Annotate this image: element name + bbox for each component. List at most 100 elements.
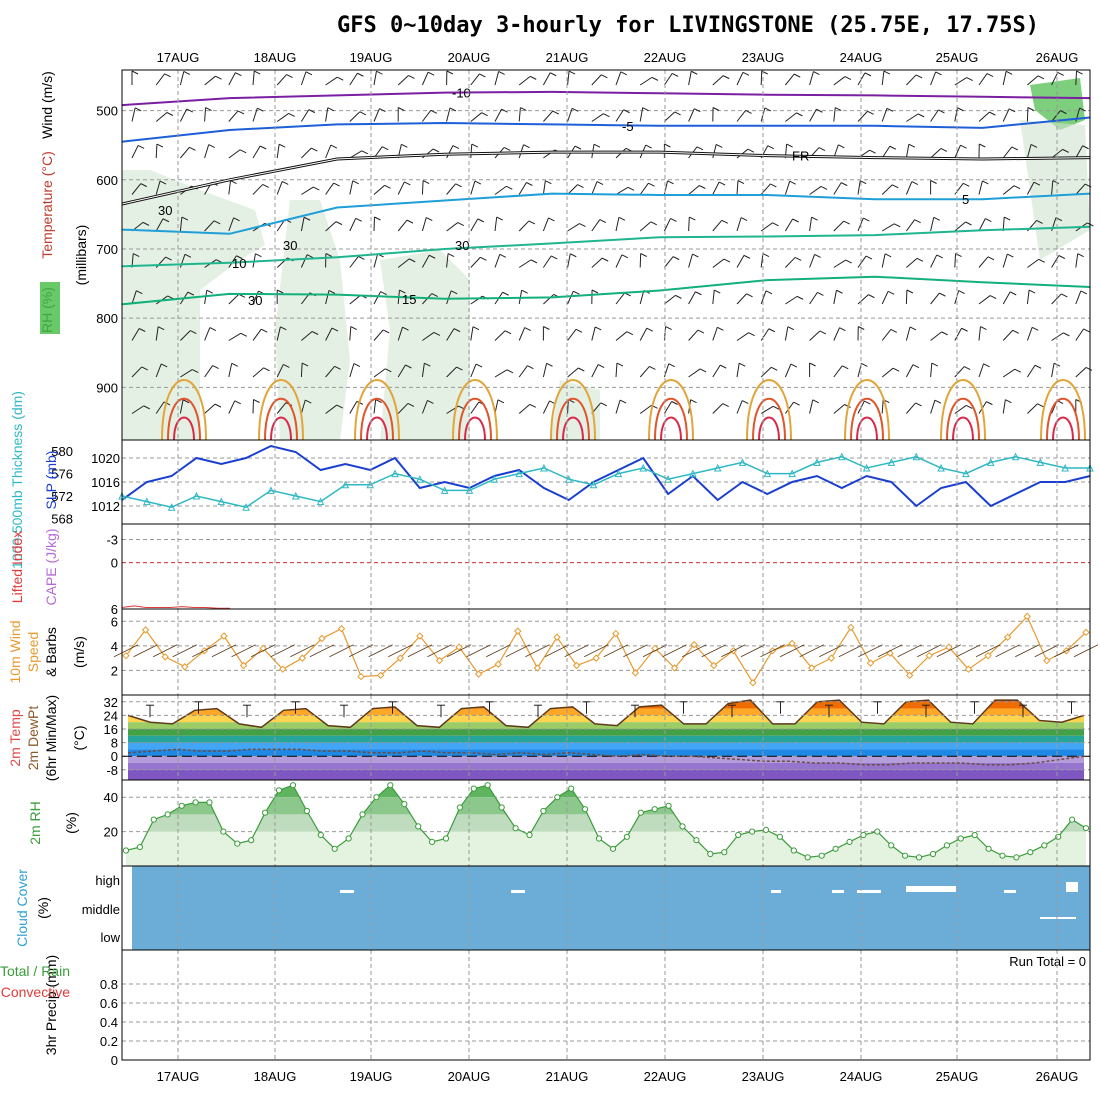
wind-barb: [397, 181, 405, 195]
wind-barb-flag: [382, 146, 389, 151]
wind-barb-10m: [388, 644, 413, 658]
wind-barb-flag: [399, 289, 406, 294]
wind-barb: [1002, 329, 1014, 341]
thickness-marker: [217, 497, 226, 506]
wind-barb-flag: [457, 222, 465, 227]
wind-barb-flag: [715, 143, 723, 148]
wind-barb: [276, 181, 283, 195]
wind-barb: [736, 72, 744, 86]
wind-barb-flag: [940, 148, 948, 152]
wind-barb: [155, 363, 162, 378]
rh-marker: [554, 794, 561, 801]
wind-barb-flag: [675, 294, 682, 299]
precip-axis-label: 3hr Precip (mm): [43, 955, 59, 1055]
day-label-bottom: 21AUG: [546, 1069, 589, 1084]
wind-barb: [1075, 367, 1087, 378]
wind-barb: [373, 184, 385, 195]
wind-barb: [881, 329, 892, 341]
wind-barb-flag: [422, 180, 430, 184]
rh-marker: [693, 837, 700, 844]
wind-barb-flag: [496, 216, 503, 221]
wind-barb-flag: [987, 256, 995, 261]
wind-barb-flag: [933, 216, 940, 221]
cloud-field: [132, 866, 1090, 950]
wind-barb-flag: [480, 256, 487, 261]
wind-barb-flag: [574, 145, 582, 150]
wind-barb-flag: [353, 363, 361, 368]
wind-barb: [1051, 363, 1055, 378]
rh-marker: [832, 845, 839, 852]
wind-barb-flag: [667, 180, 674, 185]
wind-barb-flag: [985, 218, 992, 222]
wind-barb-flag: [328, 289, 336, 294]
wind-barb-flag: [979, 143, 986, 148]
wind-barb-flag: [917, 113, 925, 118]
wind-barb-flag: [259, 145, 267, 150]
wind-barb-flag: [336, 76, 344, 81]
wind-barb-flag: [379, 108, 386, 113]
thickness-marker: [912, 452, 921, 461]
wind-barb: [978, 256, 989, 268]
wind-barb-flag: [231, 362, 238, 367]
wind-barb-flag: [497, 399, 505, 404]
wind-barb-flag: [740, 217, 748, 222]
temp-contour-line: [121, 192, 1091, 235]
wind-barb-flag: [718, 181, 726, 186]
wind-barb-flag: [280, 326, 287, 331]
wind-barb: [712, 327, 718, 341]
thickness-tick-label: 568: [51, 511, 73, 526]
day-label-bottom: 26AUG: [1036, 1069, 1079, 1084]
precip-convective-label: Convective: [1, 984, 70, 1000]
thickness-marker: [316, 497, 325, 506]
wind-barb-flag: [303, 216, 311, 221]
rh-marker: [456, 804, 463, 811]
wind-barb-flag: [695, 291, 702, 296]
rh2m-units-axis-label: (%): [63, 812, 79, 834]
wind-speed-marker: [318, 634, 326, 643]
cloud-patch: [832, 890, 844, 893]
precip-panel: 0 0.2 0.4 0.6 0.8 Run Total = 0: [100, 949, 1091, 1068]
wind-barb-flag: [651, 76, 659, 81]
rh-marker: [609, 845, 617, 852]
wind-barb: [809, 399, 814, 414]
cape-axis-label: CAPE (J/kg): [43, 528, 59, 605]
wind-barb-flag: [357, 72, 364, 77]
wind-barb-flag: [838, 144, 845, 149]
wind-barb: [422, 110, 432, 122]
wind-barb: [155, 326, 159, 341]
wind-speed-marker: [1082, 628, 1090, 637]
wind-speed-marker: [1043, 656, 1051, 665]
wind-speed-marker: [514, 627, 522, 635]
rh-marker: [651, 806, 658, 813]
rh-marker: [136, 844, 143, 851]
wind-barb-flag: [935, 71, 942, 76]
cloud-units-axis-label: (%): [35, 897, 51, 919]
wind-barb-10m: [544, 644, 570, 658]
thickness-marker: [962, 469, 970, 478]
wind-barb-flag: [432, 148, 440, 153]
temp-band: [128, 756, 1084, 763]
wind-barb: [736, 217, 742, 232]
wind-barb: [373, 368, 386, 378]
wind-barb: [204, 75, 216, 86]
rh-marker: [735, 831, 742, 839]
lifted-index-line: [121, 605, 230, 609]
wind-speed-marker: [396, 654, 404, 662]
wind-barb-flag: [543, 326, 550, 330]
y-tick-label: 800: [96, 311, 118, 326]
rh-marker: [943, 842, 951, 849]
wind-speed-marker: [298, 654, 307, 662]
wind-barb-flag: [209, 327, 217, 331]
day-label-top: 22AUG: [644, 50, 687, 65]
temp-tick-label: 32: [104, 695, 118, 710]
wind-barb-flag: [446, 70, 454, 75]
wind-barb: [349, 363, 355, 378]
wind-barb: [349, 401, 358, 414]
day-labels-bottom: 17AUG 18AUG 19AUG 20AUG 21AUG 22AUG 23AUG 24AUG…: [157, 1069, 1079, 1084]
wind-barb: [325, 182, 335, 195]
rh-marker: [846, 838, 853, 846]
wind-barb: [179, 399, 184, 414]
wind-barb-flag: [1028, 289, 1036, 294]
day-label-bottom: 23AUG: [742, 1069, 785, 1084]
wind-barb: [1002, 399, 1006, 414]
